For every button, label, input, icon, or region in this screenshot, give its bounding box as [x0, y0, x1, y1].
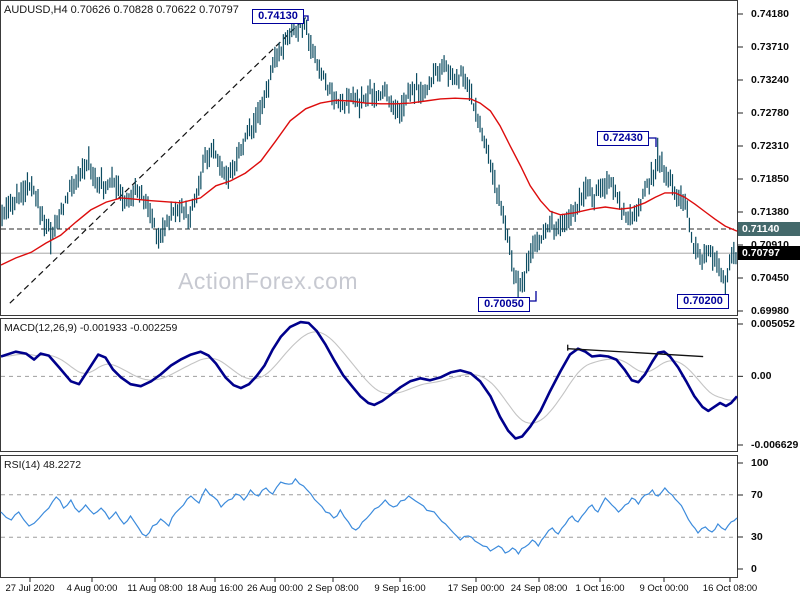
price-callout[interactable]: 0.70050 — [478, 297, 530, 312]
macd-axis-label: 0.005052 — [751, 318, 795, 330]
rsi-axis-label: 30 — [751, 531, 763, 543]
main-panel-border — [0, 0, 738, 316]
price-axis-label: 0.72780 — [751, 107, 789, 119]
rsi-line — [0, 477, 738, 555]
date-axis-label: 4 Aug 00:00 — [66, 583, 118, 594]
macd-plot-area[interactable] — [1, 319, 737, 451]
callout-connector — [649, 137, 657, 147]
price-callout[interactable]: 0.72430 — [597, 131, 649, 146]
price-axis-label: 0.74180 — [751, 8, 789, 20]
main-plot-area[interactable] — [1, 1, 737, 315]
candlestick-series — [1, 10, 737, 306]
price-callout[interactable]: 0.74130 — [252, 9, 304, 24]
rsi-axis-label: 0 — [751, 563, 757, 575]
price-axis-label: 0.69980 — [751, 305, 789, 317]
symbol-ohlc-title: AUDUSD,H4 0.70626 0.70828 0.70622 0.7079… — [4, 4, 239, 16]
price-callout[interactable]: 0.70200 — [677, 294, 729, 309]
price-axis-label: 0.71850 — [751, 173, 789, 185]
price-tag-level: 0.71140 — [738, 221, 800, 236]
date-axis-label: 9 Oct 00:00 — [639, 583, 689, 594]
moving-average-line — [0, 97, 738, 266]
price-axis-label: 0.71380 — [751, 206, 789, 218]
callout-connector — [304, 15, 309, 21]
diagonal-trendline[interactable] — [9, 17, 307, 304]
date-axis-label: 26 Aug 00:00 — [247, 583, 303, 594]
rsi-axis-label: 70 — [751, 489, 763, 501]
callout-connector — [529, 291, 537, 302]
price-axis-label: 0.73710 — [751, 41, 789, 53]
macd-panel-border — [0, 318, 738, 452]
price-tag-current-price: 0.70797 — [738, 246, 800, 261]
date-axis-label: 9 Sep 16:00 — [374, 583, 426, 594]
price-axis-label: 0.70450 — [751, 272, 789, 284]
date-axis-label: 17 Sep 00:00 — [447, 583, 505, 594]
rsi-panel-border — [0, 455, 738, 578]
date-axis-label: 24 Sep 08:00 — [510, 583, 568, 594]
date-axis-label: 2 Sep 08:00 — [307, 583, 359, 594]
date-axis-label: 16 Oct 08:00 — [702, 583, 758, 594]
macd-indicator-label: MACD(12,26,9) -0.001933 -0.002259 — [4, 322, 178, 334]
date-axis-label: 18 Aug 16:00 — [187, 583, 243, 594]
macd-axis-label: 0.00 — [751, 370, 772, 383]
date-axis-label: 27 Jul 2020 — [5, 583, 55, 594]
price-axis-label: 0.72310 — [751, 140, 789, 152]
macd-main-line — [0, 320, 738, 440]
macd-axis-label: -0.006629 — [751, 439, 799, 451]
rsi-axis-label: 100 — [751, 457, 769, 469]
rsi-plot-area[interactable] — [1, 456, 737, 577]
macd-trendline[interactable] — [567, 348, 704, 358]
rsi-indicator-label: RSI(14) 48.2272 — [4, 459, 82, 471]
price-axis-label: 0.73240 — [751, 74, 789, 86]
watermark: ActionForex.com — [178, 268, 358, 295]
date-axis-label: 1 Oct 16:00 — [575, 583, 625, 594]
date-axis-label: 11 Aug 08:00 — [127, 583, 183, 594]
